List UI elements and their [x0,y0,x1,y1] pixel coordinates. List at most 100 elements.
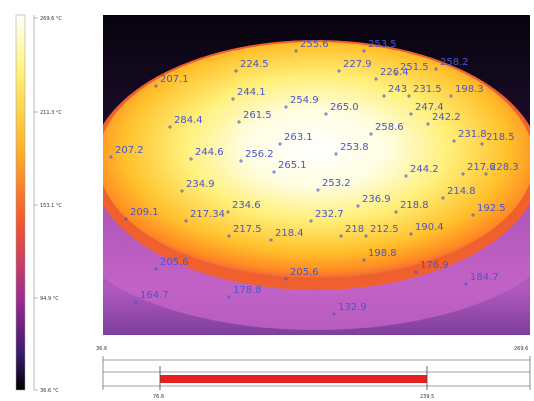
point-label: 244.1 [237,87,266,98]
point-label: 198.8 [368,248,397,259]
point-label: 234.6 [232,200,261,211]
range-low-label: 76.6 [153,394,164,400]
point-label: 190.4 [415,222,444,233]
point-marker [441,196,445,200]
point-marker [369,132,373,136]
point-label: 242.2 [432,112,461,123]
point-label: 261.5 [243,110,272,121]
point-label: 209.1 [130,207,159,218]
point-label: 231.8 [458,129,487,140]
point-marker [409,232,413,236]
point-marker [449,94,453,98]
point-label: 244.2 [410,164,439,175]
point-label: 228.3 [490,162,519,173]
point-marker [316,188,320,192]
point-marker [234,69,238,73]
point-label: 258.2 [440,57,469,68]
point-marker [332,312,336,316]
point-marker [294,49,298,53]
point-label: 254.9 [290,95,319,106]
point-label: 284.4 [174,115,203,126]
point-marker [404,174,408,178]
point-label: 214.8 [447,186,476,197]
point-marker [309,219,313,223]
point-marker [239,159,243,163]
colorbar-label: 153.1 °C [40,203,62,209]
point-label: 227.9 [343,59,372,70]
point-label: 263.1 [284,132,313,143]
point-label: 231.5 [413,84,442,95]
colorbar-label: 211.3 °C [40,110,62,116]
point-label: 232.7 [315,209,344,220]
point-marker [362,49,366,53]
range-selection[interactable] [160,375,427,383]
point-label: 198.3 [455,84,484,95]
point-label: 218.8 [400,200,429,211]
point-label: 207.1 [160,74,189,85]
point-marker [414,270,418,274]
point-marker [356,204,360,208]
point-marker [362,258,366,262]
point-label: 217.34 [190,209,225,220]
point-label: 224.5 [240,59,269,70]
point-marker [334,152,338,156]
point-label: 184.7 [470,272,499,283]
point-label: 218 [345,224,364,235]
point-marker [184,219,188,223]
point-marker [452,139,456,143]
image-hot-zone [103,42,530,278]
point-marker [382,94,386,98]
point-marker [461,172,465,176]
point-marker [227,234,231,238]
point-marker [324,112,328,116]
point-label: 132.9 [338,302,367,313]
point-label: 255.6 [300,39,329,50]
point-marker [124,217,128,221]
colorbar-label: 94.9 °C [40,296,59,302]
point-marker [231,97,235,101]
point-marker [464,282,468,286]
point-marker [278,142,282,146]
point-marker [409,112,413,116]
point-marker [180,189,184,193]
point-marker [394,210,398,214]
range-high-label: 239.5 [420,394,434,400]
point-marker [226,210,230,214]
point-label: 217.6 [467,162,496,173]
point-marker [407,94,411,98]
point-label: 251.5 [400,62,429,73]
point-label: 212.5 [370,224,399,235]
point-label: 176.9 [420,260,449,271]
point-label: 234.9 [186,179,215,190]
point-marker [189,157,193,161]
point-label: 218.5 [486,132,515,143]
point-marker [227,295,231,299]
point-marker [484,172,488,176]
point-label: 265.1 [278,160,307,171]
point-label: 253.5 [368,39,397,50]
point-label: 258.6 [375,122,404,133]
thermal-image [103,15,530,335]
point-marker [269,238,273,242]
point-marker [109,155,113,159]
colorbar-label: 36.6 °C [40,388,59,394]
point-marker [434,67,438,71]
point-label: 218.4 [275,228,304,239]
point-label: 207.2 [115,145,144,156]
point-marker [471,213,475,217]
point-marker [426,122,430,126]
point-label: 226.4 [380,67,409,78]
point-label: 253.2 [322,178,351,189]
point-label: 243 [388,84,407,95]
point-marker [480,142,484,146]
point-label: 217.5 [233,224,262,235]
point-marker [237,120,241,124]
point-label: 205.6 [290,267,319,278]
point-marker [154,267,158,271]
colorbar-label: 269.6 °C [40,16,62,22]
colorbar [15,14,26,391]
point-label: 265.0 [330,102,359,113]
